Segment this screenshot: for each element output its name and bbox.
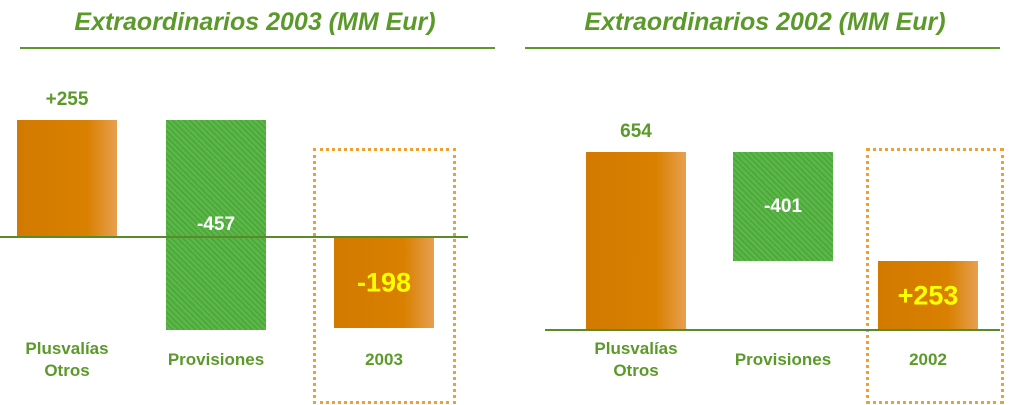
baseline [545,329,1000,331]
total-highlight-box [866,148,1004,404]
title-underline [20,47,495,49]
bar [166,120,266,330]
value-label: +253 [897,280,959,311]
category-label: Provisiones [734,350,832,369]
total-highlight-box [313,148,456,404]
bar [17,120,117,238]
value-label: -457 [196,214,236,235]
bar [334,237,434,329]
baseline [0,236,468,239]
chart-title: Extraordinarios 2002 (MM Eur) [584,8,946,36]
value-label: -198 [356,267,412,298]
category-label: 2002 [909,350,947,369]
value-label: +255 [45,89,89,110]
chart-title: Extraordinarios 2003 (MM Eur) [74,8,436,36]
title-underline [525,47,1000,49]
category-label: 2003 [365,350,403,369]
value-label: -401 [763,195,803,217]
category-label: Plusvalías Otros [25,339,109,380]
category-label: Provisiones [167,350,265,369]
bar [733,152,833,262]
value-label: 654 [620,121,652,142]
bar [586,152,686,330]
bar [878,261,978,330]
category-label: Plusvalías Otros [594,339,678,380]
